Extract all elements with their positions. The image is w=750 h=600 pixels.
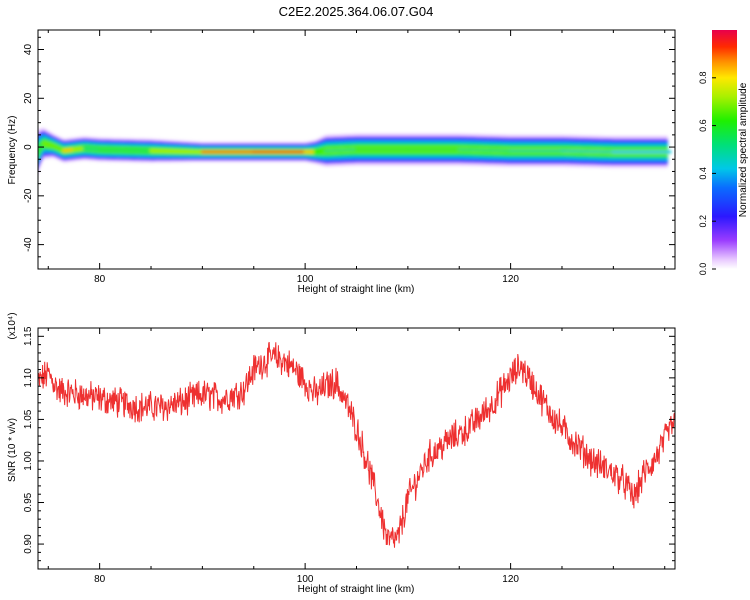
snr-plot-area <box>38 328 675 569</box>
x-tick-label: 80 <box>94 274 106 285</box>
x-tick-label: 80 <box>94 574 106 585</box>
y-tick-label: 1.05 <box>23 409 34 429</box>
colorbar-tick-label: 0.0 <box>698 263 708 276</box>
heatmap-plot: 80 100 120 -40 -20 0 20 40 Height of straight l… <box>7 29 676 295</box>
colorbar-ticks: 0.0 0.2 0.4 0.6 0.8 <box>698 72 716 276</box>
snr-series-line <box>38 341 675 548</box>
ridge-core-segment <box>313 149 328 154</box>
ridge-core-segment <box>324 147 359 153</box>
ridge-core-segment <box>38 141 45 155</box>
snr-y-multiplier: (x10⁴) <box>7 312 18 339</box>
x-tick-label: 100 <box>297 274 314 285</box>
ridge-core-segment <box>62 147 76 153</box>
colorbar-gradient <box>712 30 737 269</box>
ridge-core-segment <box>41 141 56 148</box>
y-tick-label: 40 <box>23 44 34 56</box>
colorbar-tick-label: 0.4 <box>698 167 708 180</box>
colorbar-tick-label: 0.8 <box>698 72 708 85</box>
snr-y-axis-label: SNR (10 * v/v) <box>7 418 18 482</box>
x-tick-label: 120 <box>502 574 519 585</box>
y-tick-label: -20 <box>23 188 34 203</box>
heatmap-y-axis-label: Frequency (Hz) <box>7 116 18 185</box>
chart-title: C2E2.2025.364.06.07.G04 <box>279 4 434 19</box>
colorbar-label: Normalized spectral amplitude <box>738 82 749 217</box>
snr-plot: 80 100 120 0.90 0.95 1.00 1.05 1.10 1.15 Height … <box>7 312 676 595</box>
x-tick-label: 100 <box>297 574 314 585</box>
snr-x-axis-label: Height of straight line (km) <box>298 584 415 595</box>
x-tick-label: 120 <box>502 274 519 285</box>
ridge-core-segment <box>51 144 66 153</box>
ridge-core-segment <box>149 149 204 154</box>
colorbar-tick-label: 0.2 <box>698 215 708 228</box>
ridge-core-segment <box>560 149 615 154</box>
colorbar: 0.0 0.2 0.4 0.6 0.8 Normalized spectral ampl… <box>698 30 749 275</box>
y-tick-label: 1.15 <box>23 326 34 346</box>
ridge-core-segment <box>82 146 102 152</box>
y-tick-label: 1.10 <box>23 368 34 388</box>
y-tick-label: -40 <box>23 237 34 252</box>
spectral-ridge <box>38 128 672 173</box>
ridge-core-segment <box>98 147 153 153</box>
snr-axes: 80 100 120 0.90 0.95 1.00 1.05 1.10 1.15 <box>23 326 675 585</box>
y-tick-label: 20 <box>23 92 34 104</box>
y-tick-label: 0.90 <box>23 534 34 554</box>
heatmap-x-axis-label: Height of straight line (km) <box>298 284 415 295</box>
y-tick-label: 0.95 <box>23 492 34 512</box>
y-tick-label: 1.00 <box>23 451 34 471</box>
y-tick-label: 0 <box>23 144 34 150</box>
ridge-core-segment <box>457 147 513 153</box>
colorbar-tick-label: 0.6 <box>698 119 708 132</box>
heatmap-axes: 80 100 120 -40 -20 0 20 40 <box>23 30 675 285</box>
ridge-core-segment <box>72 146 86 152</box>
